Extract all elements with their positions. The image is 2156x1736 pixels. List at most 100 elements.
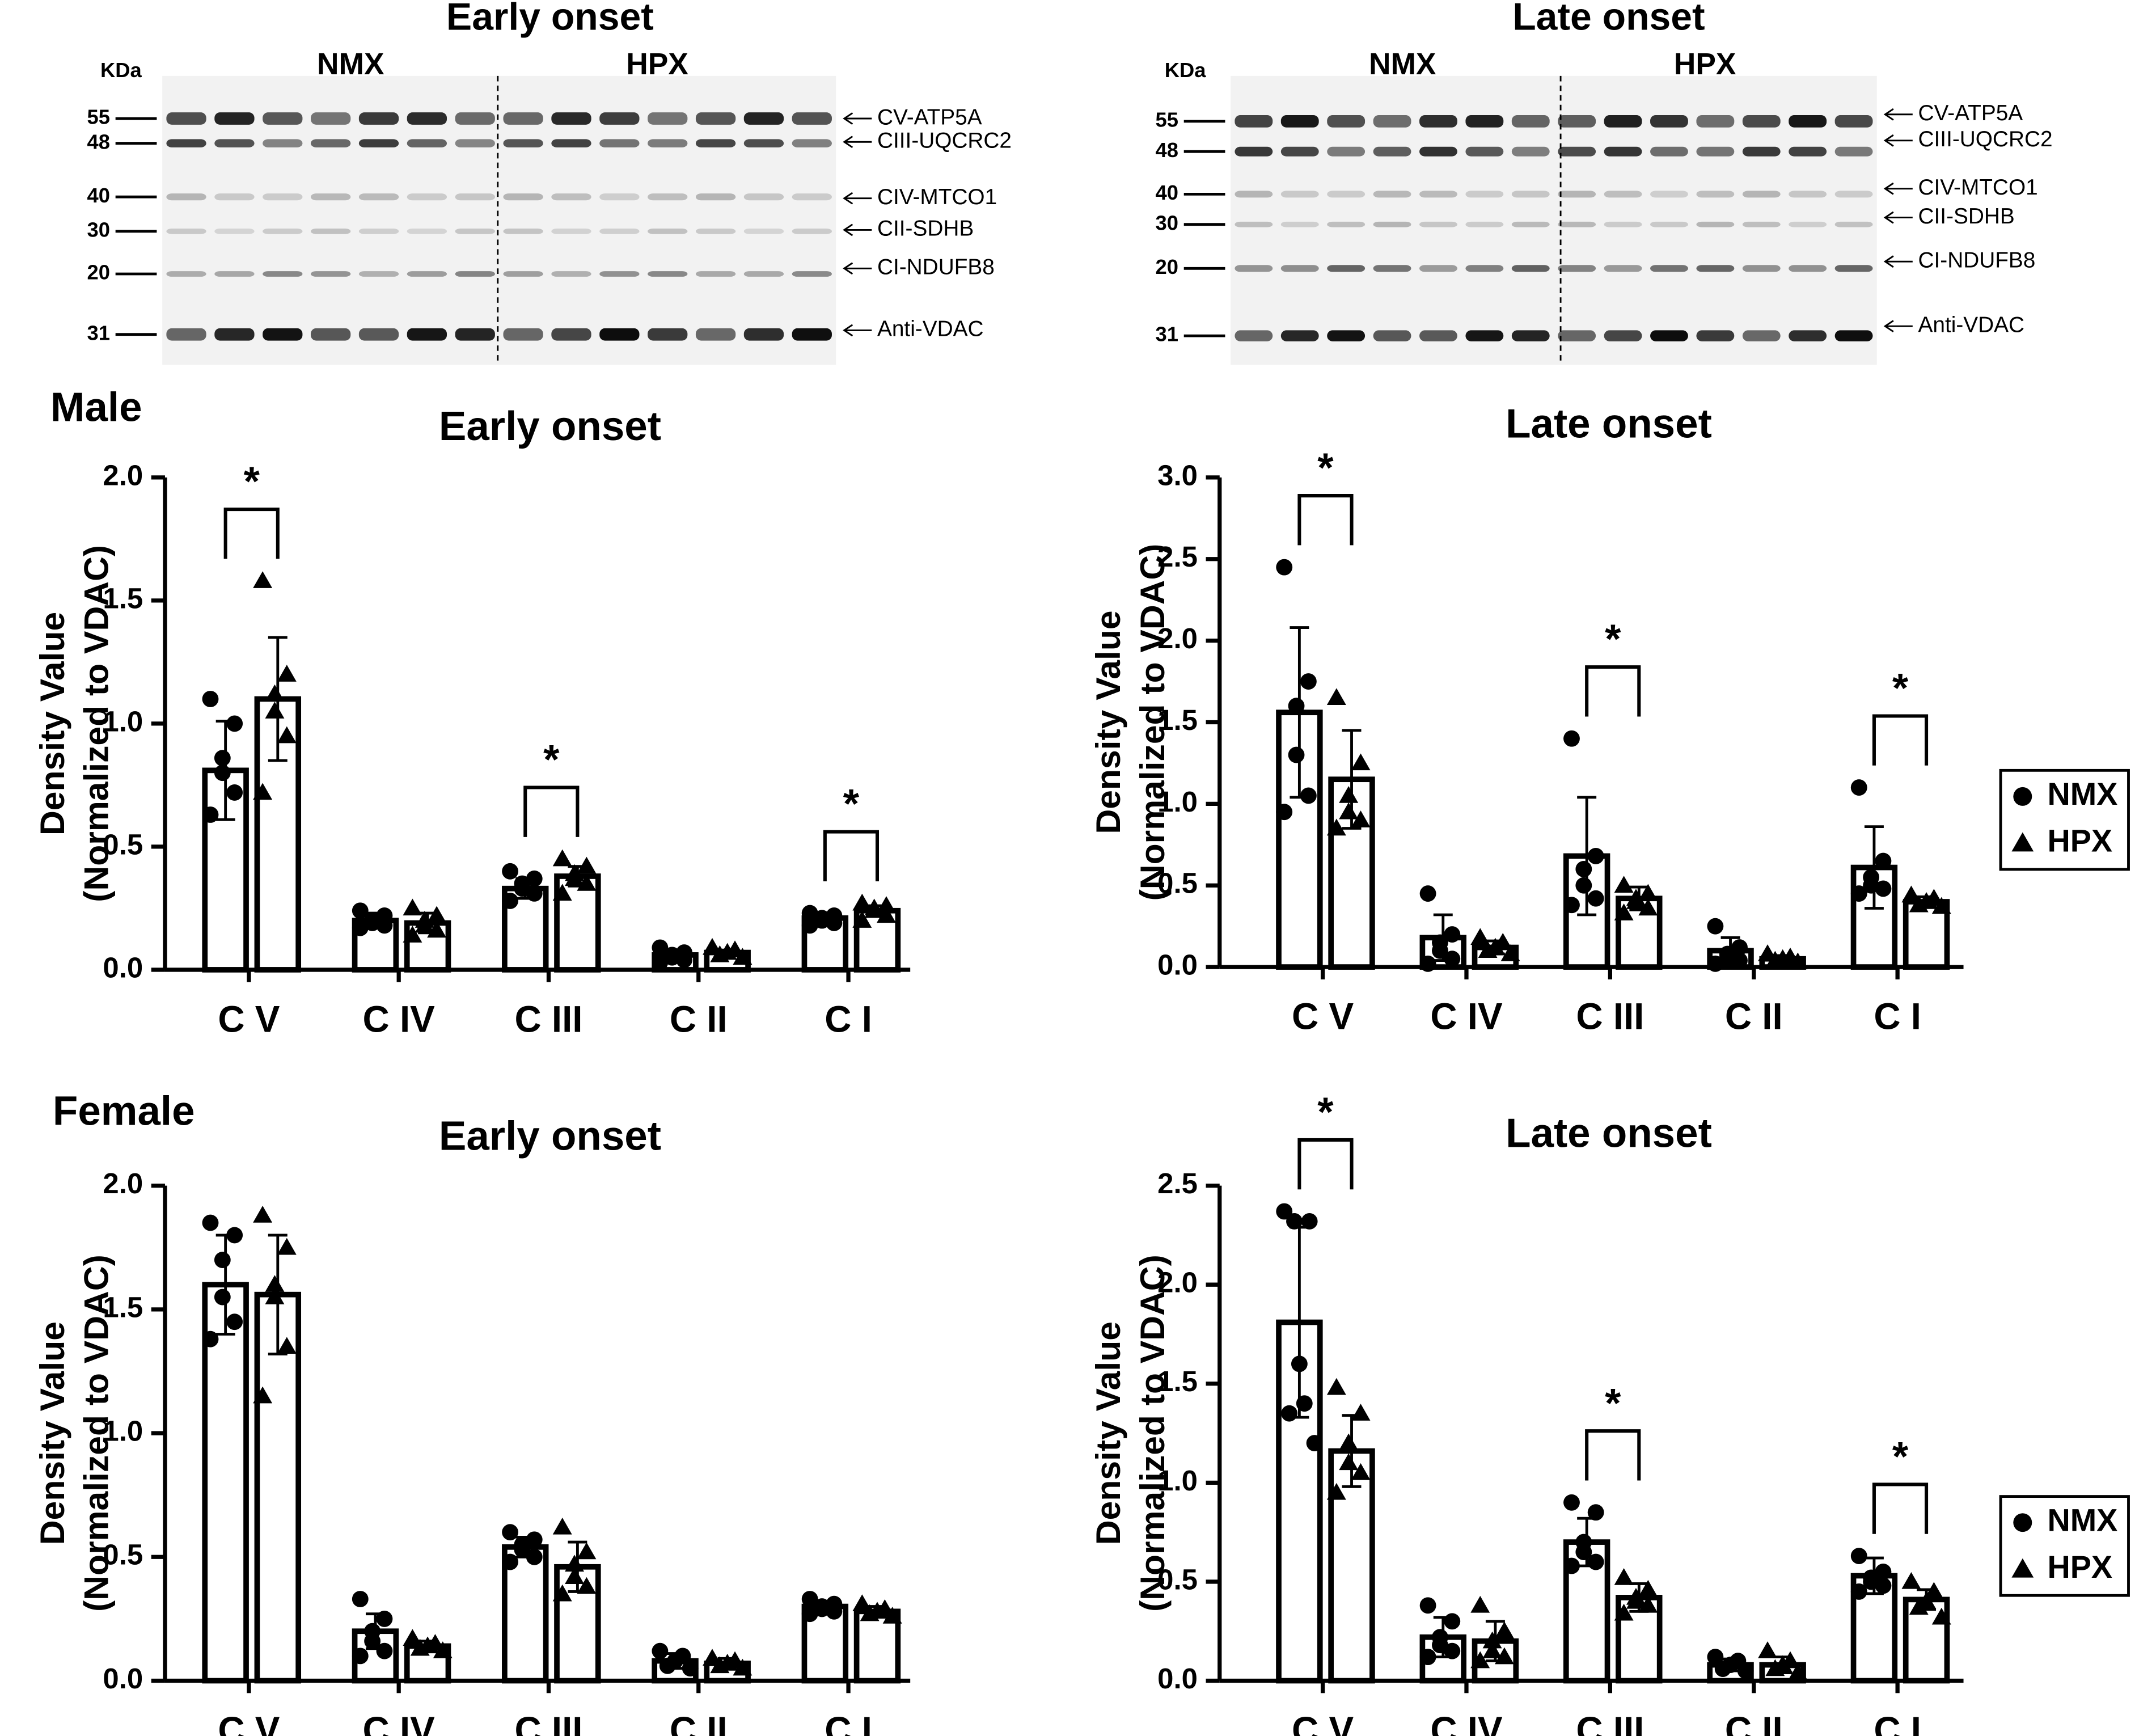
- y-axis-label: (Normalized to VDAC): [1133, 1255, 1172, 1612]
- blot-marker-label: 31: [87, 321, 110, 344]
- significance-bracket: [223, 508, 280, 559]
- data-point: [427, 906, 447, 923]
- data-point: [1301, 1213, 1318, 1230]
- blot-band: [599, 193, 640, 201]
- blot-band: [1696, 191, 1735, 198]
- x-tick-label: C II: [670, 998, 728, 1040]
- data-point: [1707, 955, 1724, 972]
- x-tick-label: C V: [1292, 1709, 1354, 1736]
- blot-band: [1511, 115, 1550, 128]
- data-point: [226, 1313, 243, 1330]
- data-point: [1563, 730, 1580, 747]
- data-point: [1444, 926, 1461, 943]
- data-point: [352, 1648, 369, 1665]
- data-point: [659, 1657, 676, 1674]
- blot-band: [1650, 191, 1688, 198]
- x-tick-label: C IV: [1430, 996, 1503, 1037]
- blot-band: [599, 328, 640, 341]
- blot-band: [1834, 330, 1873, 341]
- blot-marker-label: 30: [1156, 211, 1178, 234]
- blot-arrow: [1883, 182, 1913, 195]
- data-point: [682, 1660, 699, 1677]
- data-point: [652, 954, 669, 971]
- blot-band: [1558, 191, 1596, 198]
- x-tick-label: C III: [1576, 1709, 1644, 1736]
- blot-band: [310, 271, 351, 277]
- data-point: [253, 1206, 273, 1223]
- data-point: [226, 1227, 243, 1244]
- data-point: [565, 1567, 585, 1584]
- blot-band: [1789, 146, 1827, 157]
- data-point: [1765, 1659, 1785, 1676]
- x-tick-label: C IV: [363, 1709, 436, 1736]
- data-point: [1339, 1453, 1359, 1471]
- y-tick-label: 2.0: [1157, 1266, 1198, 1299]
- data-point: [1500, 944, 1520, 961]
- data-point: [801, 1606, 818, 1623]
- data-point: [577, 1542, 597, 1560]
- y-tick-label: 2.0: [1157, 622, 1198, 654]
- data-point: [676, 952, 692, 968]
- data-point: [1626, 1591, 1646, 1609]
- data-point: [1765, 951, 1785, 968]
- blot-band: [1742, 330, 1781, 341]
- panel-label: Female: [53, 1088, 195, 1134]
- blot-unit: KDa: [100, 58, 142, 82]
- data-point: [801, 917, 818, 934]
- blot-band: [455, 328, 495, 341]
- blot-marker-label: 55: [87, 105, 110, 129]
- blot-marker-label: 40: [87, 184, 110, 207]
- data-point: [1288, 698, 1305, 715]
- blot-band: [407, 193, 447, 201]
- blot-band: [310, 328, 351, 341]
- data-point: [826, 915, 843, 931]
- blot-group-label: HPX: [1674, 48, 1736, 81]
- data-point: [1575, 861, 1592, 877]
- data-point: [577, 856, 597, 874]
- blot-band: [1235, 221, 1273, 227]
- blot-band: [1373, 265, 1411, 272]
- data-point: [433, 1641, 453, 1658]
- data-point: [265, 684, 285, 702]
- blot-protein-label: Anti-VDAC: [1918, 312, 2025, 337]
- x-tick-label: C III: [514, 998, 582, 1040]
- data-point: [1444, 1642, 1461, 1659]
- blot-band: [551, 328, 591, 341]
- blot-band: [695, 271, 736, 277]
- blot-title: Late onset: [1512, 0, 1705, 38]
- data-point: [253, 783, 273, 800]
- blot-band: [358, 228, 399, 234]
- blot-band: [1696, 330, 1735, 341]
- blot-arrow: [1883, 255, 1913, 268]
- data-point: [552, 1584, 572, 1602]
- data-point: [1351, 1404, 1371, 1421]
- significance-label: *: [1605, 616, 1621, 662]
- significance-bracket: [1872, 714, 1929, 766]
- blot-band: [214, 228, 255, 234]
- data-point: [565, 1555, 585, 1572]
- data-point: [1901, 1572, 1921, 1589]
- blot-band: [407, 228, 447, 234]
- blot-band: [1834, 191, 1873, 198]
- data-point: [801, 1591, 818, 1607]
- significance-label: *: [843, 781, 860, 827]
- data-point: [710, 945, 730, 962]
- blot-band: [1604, 191, 1642, 198]
- data-point: [882, 1607, 902, 1624]
- data-point: [403, 926, 422, 943]
- data-point: [1901, 885, 1921, 903]
- data-point: [733, 948, 753, 965]
- data-point: [1875, 852, 1892, 869]
- data-point: [1587, 847, 1604, 864]
- data-point: [1587, 890, 1604, 907]
- blot-band: [310, 139, 351, 147]
- blot-band: [1235, 115, 1273, 128]
- blot-band: [455, 228, 495, 234]
- blot-band: [310, 228, 351, 234]
- x-tick-label: C III: [1576, 996, 1644, 1037]
- blot-protein-label: CIII-UQCRC2: [1918, 127, 2053, 151]
- data-point: [265, 1287, 285, 1304]
- blot-protein-label: CIV-MTCO1: [1918, 175, 2038, 200]
- y-tick-label: 0.5: [103, 828, 143, 860]
- x-tick-label: C II: [1725, 996, 1783, 1037]
